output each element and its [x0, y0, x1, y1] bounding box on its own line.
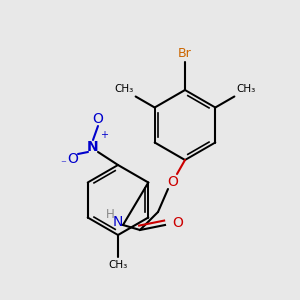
Text: CH₃: CH₃	[236, 85, 256, 94]
Text: CH₃: CH₃	[108, 260, 128, 270]
Text: N: N	[87, 140, 99, 154]
Text: O: O	[168, 175, 178, 189]
Text: CH₃: CH₃	[114, 85, 134, 94]
Text: +: +	[100, 130, 108, 140]
Text: O: O	[172, 216, 183, 230]
Text: N: N	[113, 215, 123, 229]
Text: O: O	[68, 152, 78, 166]
Text: ⁻: ⁻	[60, 159, 66, 169]
Text: Br: Br	[178, 47, 192, 60]
Text: H: H	[106, 208, 114, 220]
Text: O: O	[93, 112, 104, 126]
